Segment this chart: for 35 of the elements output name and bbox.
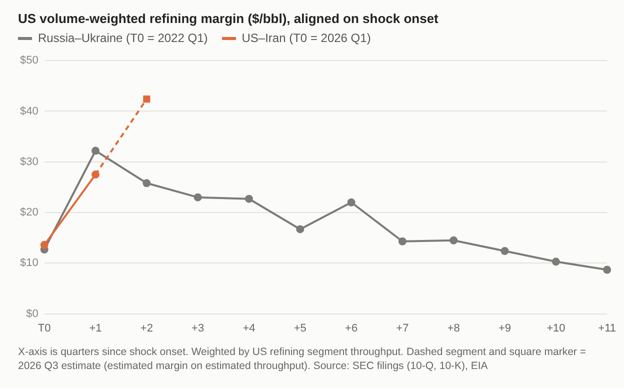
x-tick-label: +2 <box>140 322 153 334</box>
point <box>92 146 100 155</box>
x-tick-label: +8 <box>447 322 460 334</box>
y-tick-label: $30 <box>20 156 38 168</box>
x-tick-label: +3 <box>192 322 204 334</box>
y-tick-label: $50 <box>20 54 38 67</box>
x-tick-label: T0 <box>38 322 51 334</box>
point <box>142 179 151 188</box>
legend-label: US–Iran (T0 = 2026 Q1) <box>240 31 371 45</box>
chart-title: US volume-weighted refining margin ($/bbl), aligned on shock onset <box>18 11 438 26</box>
x-tick-label: +11 <box>598 322 616 334</box>
x-tick-label: +6 <box>345 322 358 334</box>
y-tick-label: $0 <box>26 308 38 320</box>
point <box>244 194 253 203</box>
legend-label: Russia–Ukraine (T0 = 2022 Q1) <box>37 31 208 45</box>
x-tick-label: +4 <box>242 322 256 334</box>
point <box>450 236 458 244</box>
point <box>296 225 304 234</box>
y-tick-label: $20 <box>20 206 38 219</box>
point <box>143 96 150 103</box>
point <box>194 193 202 202</box>
text: X-axis is quarters since shock onset. Weighted by US refining segment throughput. Dashed segment and square marker = 2026 Q3 estimate (estimated margin on estimated throughput). Source: SEC filings (10-Q, 10-K), EIA <box>18 345 587 373</box>
y-tick-label: $10 <box>20 257 38 270</box>
point <box>500 247 509 256</box>
point <box>347 198 356 206</box>
x-tick-label: +1 <box>89 322 102 334</box>
point <box>603 266 612 274</box>
x-tick-label: +7 <box>396 322 409 334</box>
point <box>552 258 560 266</box>
y-tick-label: $40 <box>20 105 38 118</box>
point <box>40 240 48 249</box>
x-tick-label: +9 <box>498 322 512 334</box>
point <box>398 237 406 246</box>
x-tick-label: +10 <box>546 322 566 334</box>
x-tick-label: +5 <box>294 322 306 334</box>
